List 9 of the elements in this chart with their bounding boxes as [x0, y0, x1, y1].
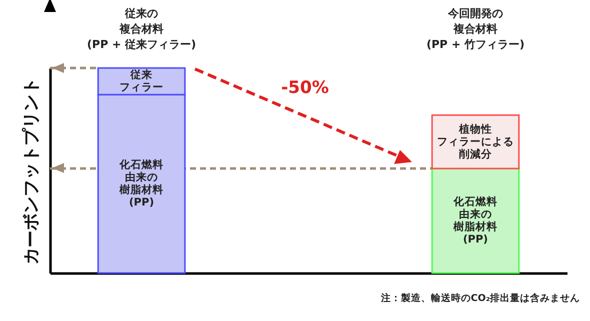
text: 注：製造、輸送時のCO₂排出量は含みません	[380, 292, 580, 305]
annotation: -50%	[280, 78, 330, 98]
x-tick-label: 今回開発の複合材料(PP + 竹フィラー)	[426, 7, 525, 51]
series-label: 植物性フィラーによる削減分	[436, 122, 514, 160]
text: 化石燃料由来の樹脂材料(PP)	[120, 159, 164, 209]
y-axis-title: カーボンフットプリント	[22, 78, 42, 264]
series-label: 化石燃料由来の樹脂材料(PP)	[452, 194, 498, 246]
x-tick-label: 従来の複合材料(PP + 従来フィラー)	[86, 7, 196, 51]
series-label: 従来フィラー	[120, 68, 164, 94]
